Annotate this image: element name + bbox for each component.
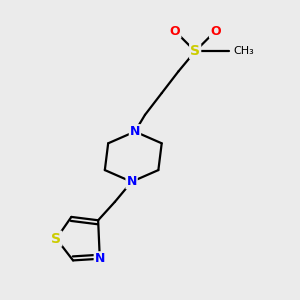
Text: O: O [170,25,180,38]
Text: O: O [210,25,220,38]
Text: N: N [126,175,137,188]
Text: N: N [130,125,140,138]
Text: N: N [94,252,105,265]
Text: S: S [190,44,200,58]
Text: S: S [51,232,61,246]
Text: CH₃: CH₃ [234,46,254,56]
